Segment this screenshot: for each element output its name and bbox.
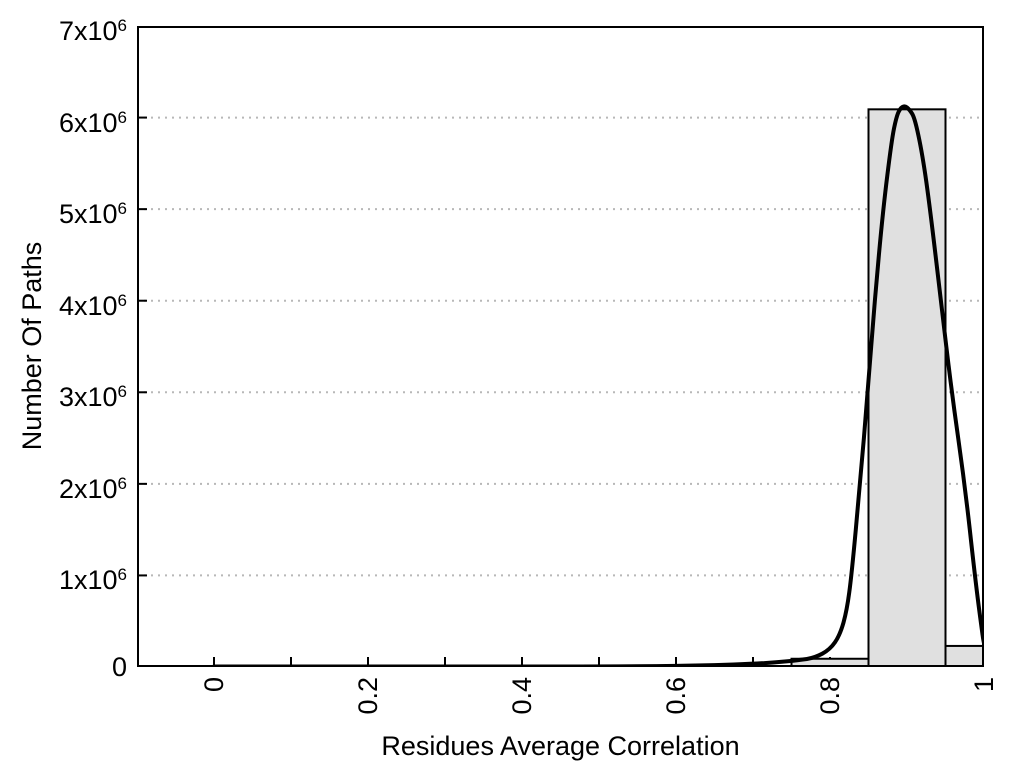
x-tick-label: 0 (199, 677, 229, 693)
x-axis-title: Residues Average Correlation (381, 731, 740, 761)
x-tick-label: 0.4 (507, 677, 537, 715)
histogram-bar (944, 644, 984, 667)
y-tick-label-base: 7x10 (58, 16, 118, 46)
x-tick-label: 0.8 (815, 677, 845, 715)
y-tick-label-exponent: 6 (117, 199, 127, 219)
y-tick-label-base: 4x10 (58, 290, 118, 321)
y-tick-label-exponent: 6 (117, 473, 127, 493)
y-axis-title-text: Number Of Paths (17, 241, 47, 451)
y-tick-label: 4x106 (0, 285, 127, 322)
y-tick-label: 6x106 (0, 102, 127, 139)
y-tick-label-base: 0 (111, 652, 127, 682)
y-tick-label-base: 3x10 (58, 382, 118, 413)
x-tick-label: 0.2 (353, 677, 383, 715)
y-tick-label-base: 5x10 (58, 199, 118, 230)
y-tick-label: 0 (0, 651, 127, 683)
y-tick-label-exponent: 6 (117, 107, 127, 127)
y-tick-label-base: 1x10 (58, 565, 118, 596)
y-tick-label-base: 6x10 (58, 107, 118, 138)
y-tick-label: 3x106 (0, 376, 127, 413)
y-tick-label: 5x106 (0, 193, 127, 230)
histogram-bar (867, 108, 947, 667)
y-tick-label: 7x106 (0, 10, 127, 47)
y-tick-label-exponent: 6 (117, 382, 127, 402)
x-tick-label: 1 (969, 677, 999, 693)
y-tick-label-exponent: 6 (117, 16, 127, 35)
plot-area (137, 26, 984, 667)
y-tick-label: 2x106 (0, 468, 127, 505)
plot-frame (137, 26, 984, 667)
y-tick-label-exponent: 6 (117, 565, 127, 585)
x-tick-label: 0.6 (661, 677, 691, 715)
y-tick-label: 1x106 (0, 559, 127, 596)
y-tick-label-exponent: 6 (117, 290, 127, 310)
y-tick-label-base: 2x10 (58, 473, 118, 504)
